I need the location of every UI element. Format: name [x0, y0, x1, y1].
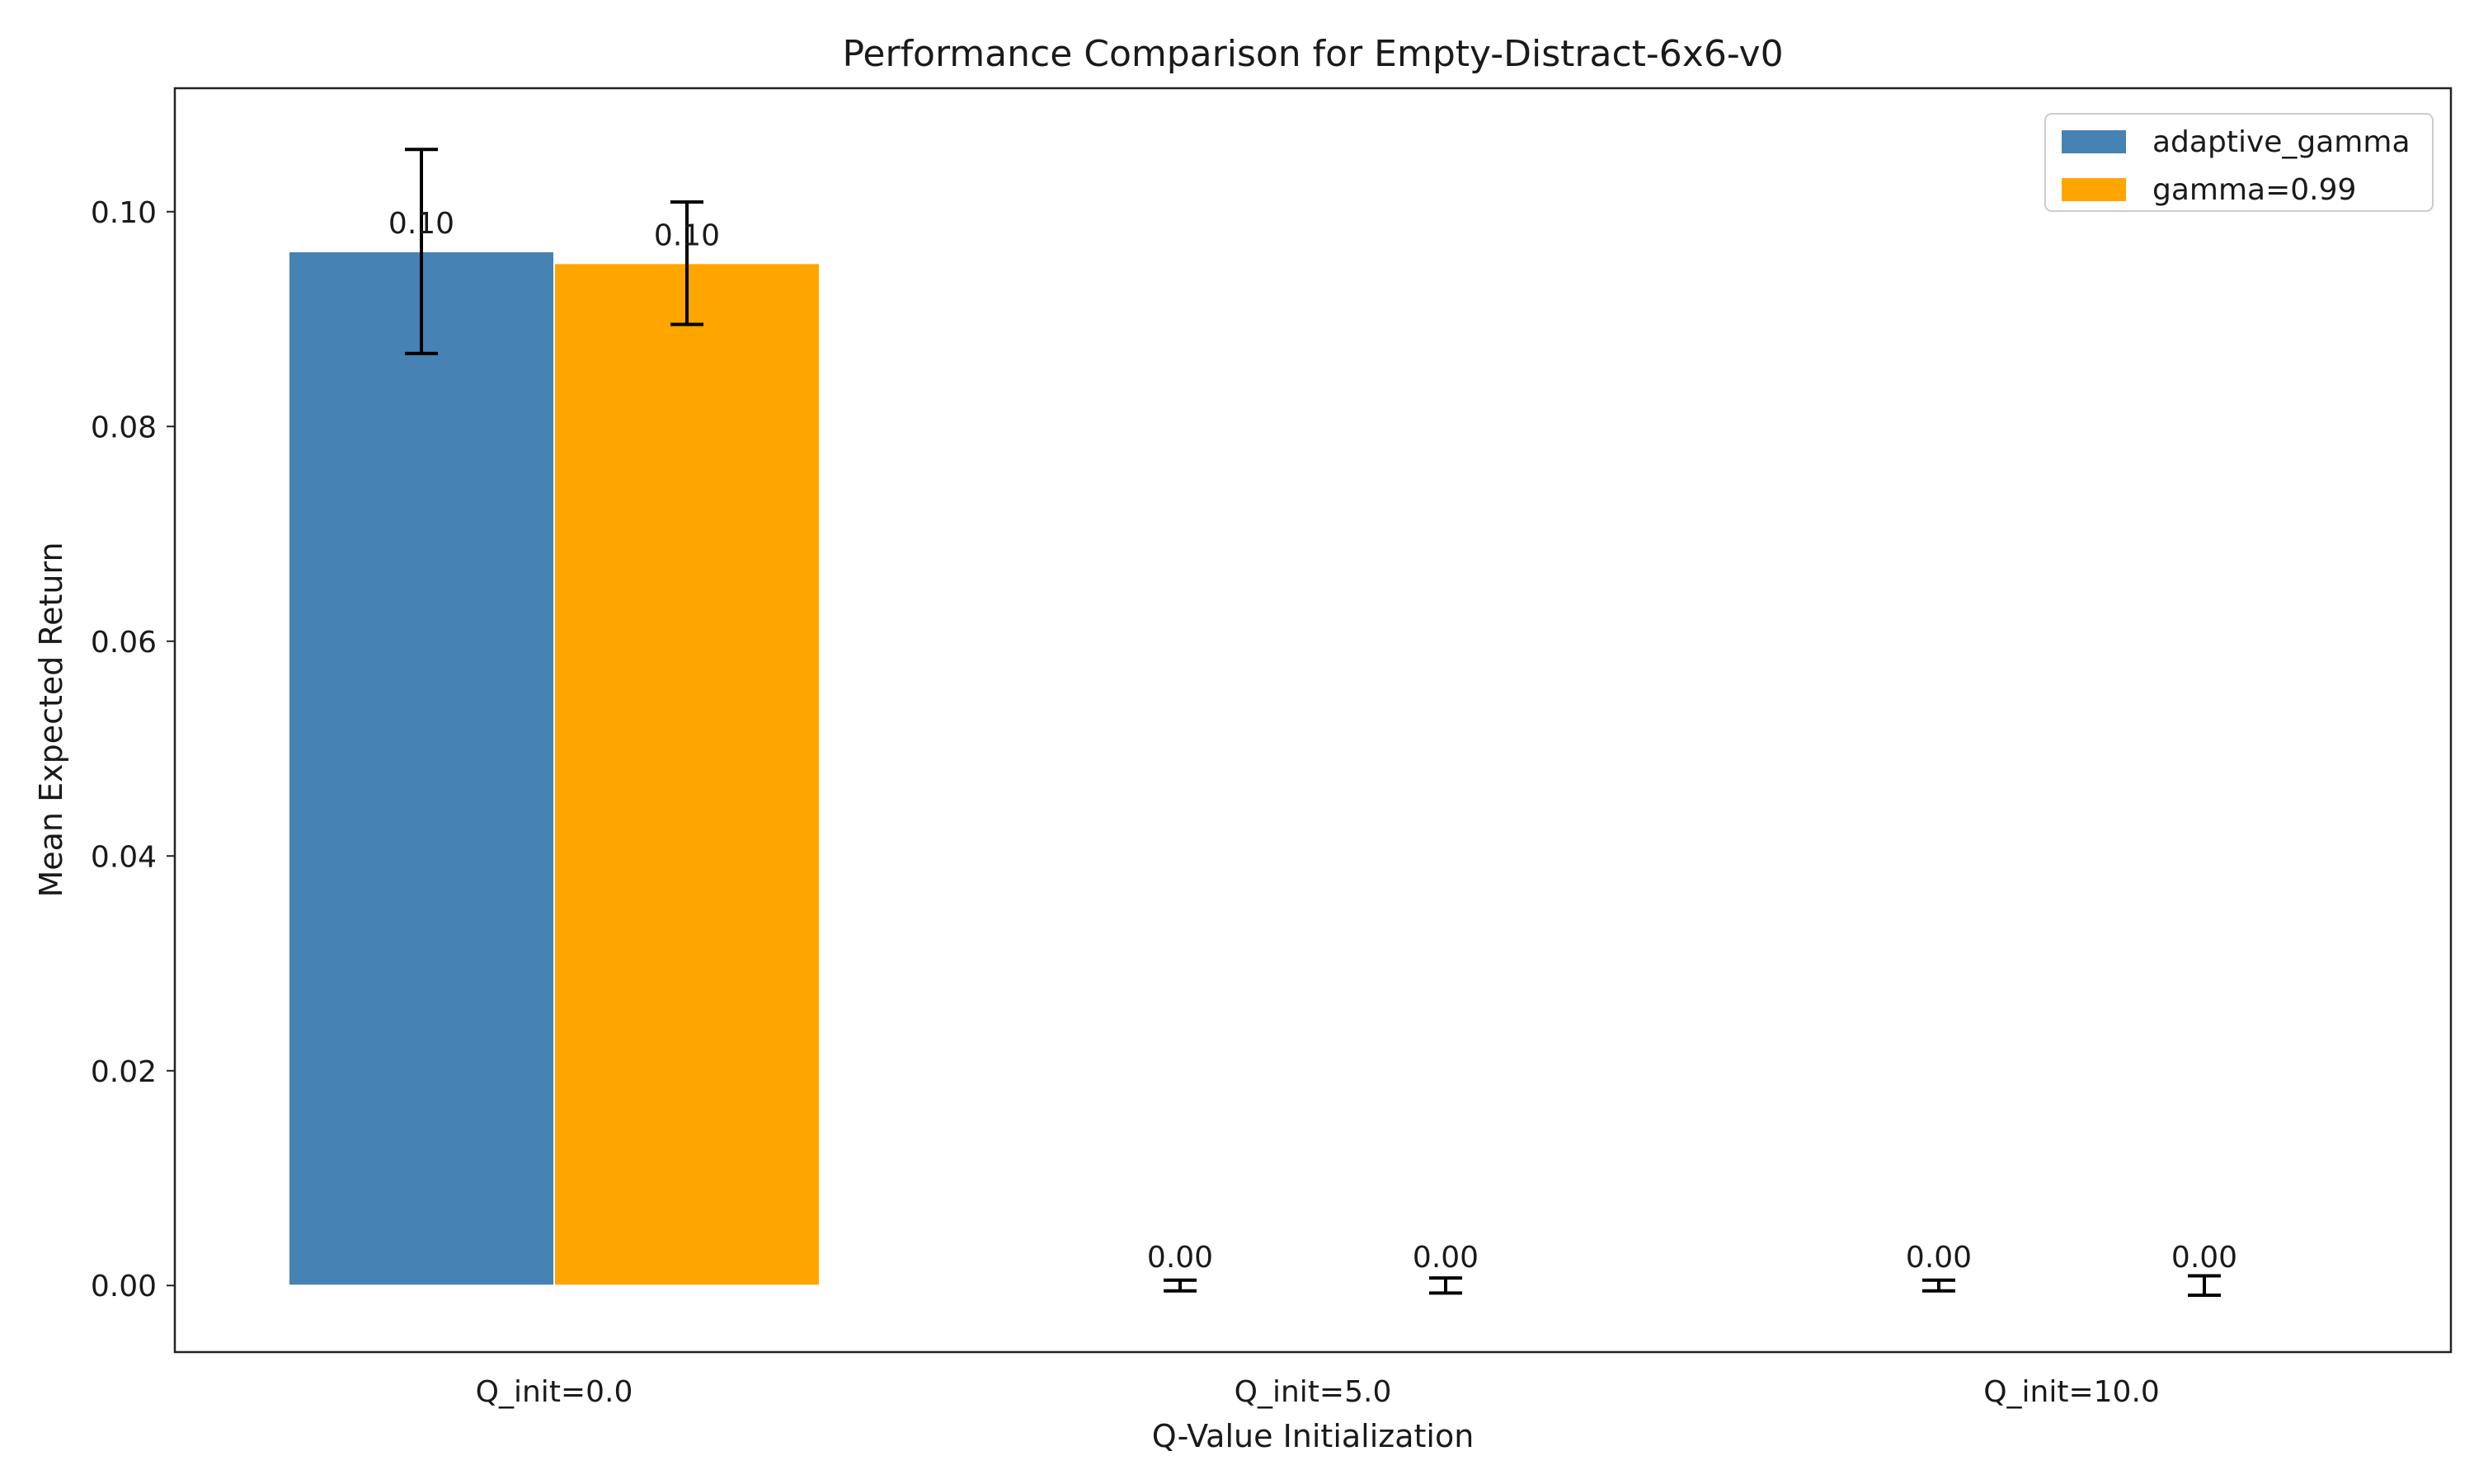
legend-box — [2044, 113, 2434, 212]
data-label: 0.00 — [1906, 1241, 1972, 1275]
y-axis-label: Mean Expected Return — [33, 542, 69, 897]
plot-area: 0.00 0.02 0.04 0.06 0.08 0.10 Q_init=0.0 Q_init… — [91, 148, 2237, 1409]
x-axis-label: Q-Value Initialization — [1152, 1418, 1475, 1454]
bar-gamma=0.99 — [553, 262, 821, 1287]
data-label: 0.00 — [1413, 1241, 1479, 1275]
y-tick-label: 0.10 — [91, 196, 157, 230]
y-tick-label: 0.00 — [91, 1270, 157, 1303]
legend-label: adaptive_gamma — [2152, 125, 2411, 159]
bar-adaptive_gamma — [288, 250, 555, 1287]
chart-title: Performance Comparison for Empty-Distrac… — [842, 33, 1783, 75]
legend-label: gamma=0.99 — [2152, 173, 2356, 207]
x-tick-label: Q_init=10.0 — [1983, 1375, 2160, 1409]
x-tick-label: Q_init=0.0 — [476, 1375, 633, 1409]
plot-frame — [173, 87, 2453, 1354]
legend: adaptive_gamma gamma=0.99 — [2044, 113, 2434, 212]
y-tick-label: 0.08 — [91, 411, 157, 444]
legend-swatch — [2062, 178, 2126, 201]
data-label: 0.10 — [654, 218, 720, 252]
x-tick-label: Q_init=5.0 — [1235, 1375, 1392, 1409]
data-label: 0.00 — [1147, 1241, 1213, 1275]
data-label: 0.00 — [2171, 1241, 2237, 1275]
data-label: 0.10 — [388, 207, 454, 241]
y-tick-label: 0.02 — [91, 1055, 157, 1089]
y-tick-label: 0.06 — [91, 626, 157, 660]
y-tick-label: 0.04 — [91, 840, 157, 874]
legend-swatch — [2062, 130, 2126, 153]
